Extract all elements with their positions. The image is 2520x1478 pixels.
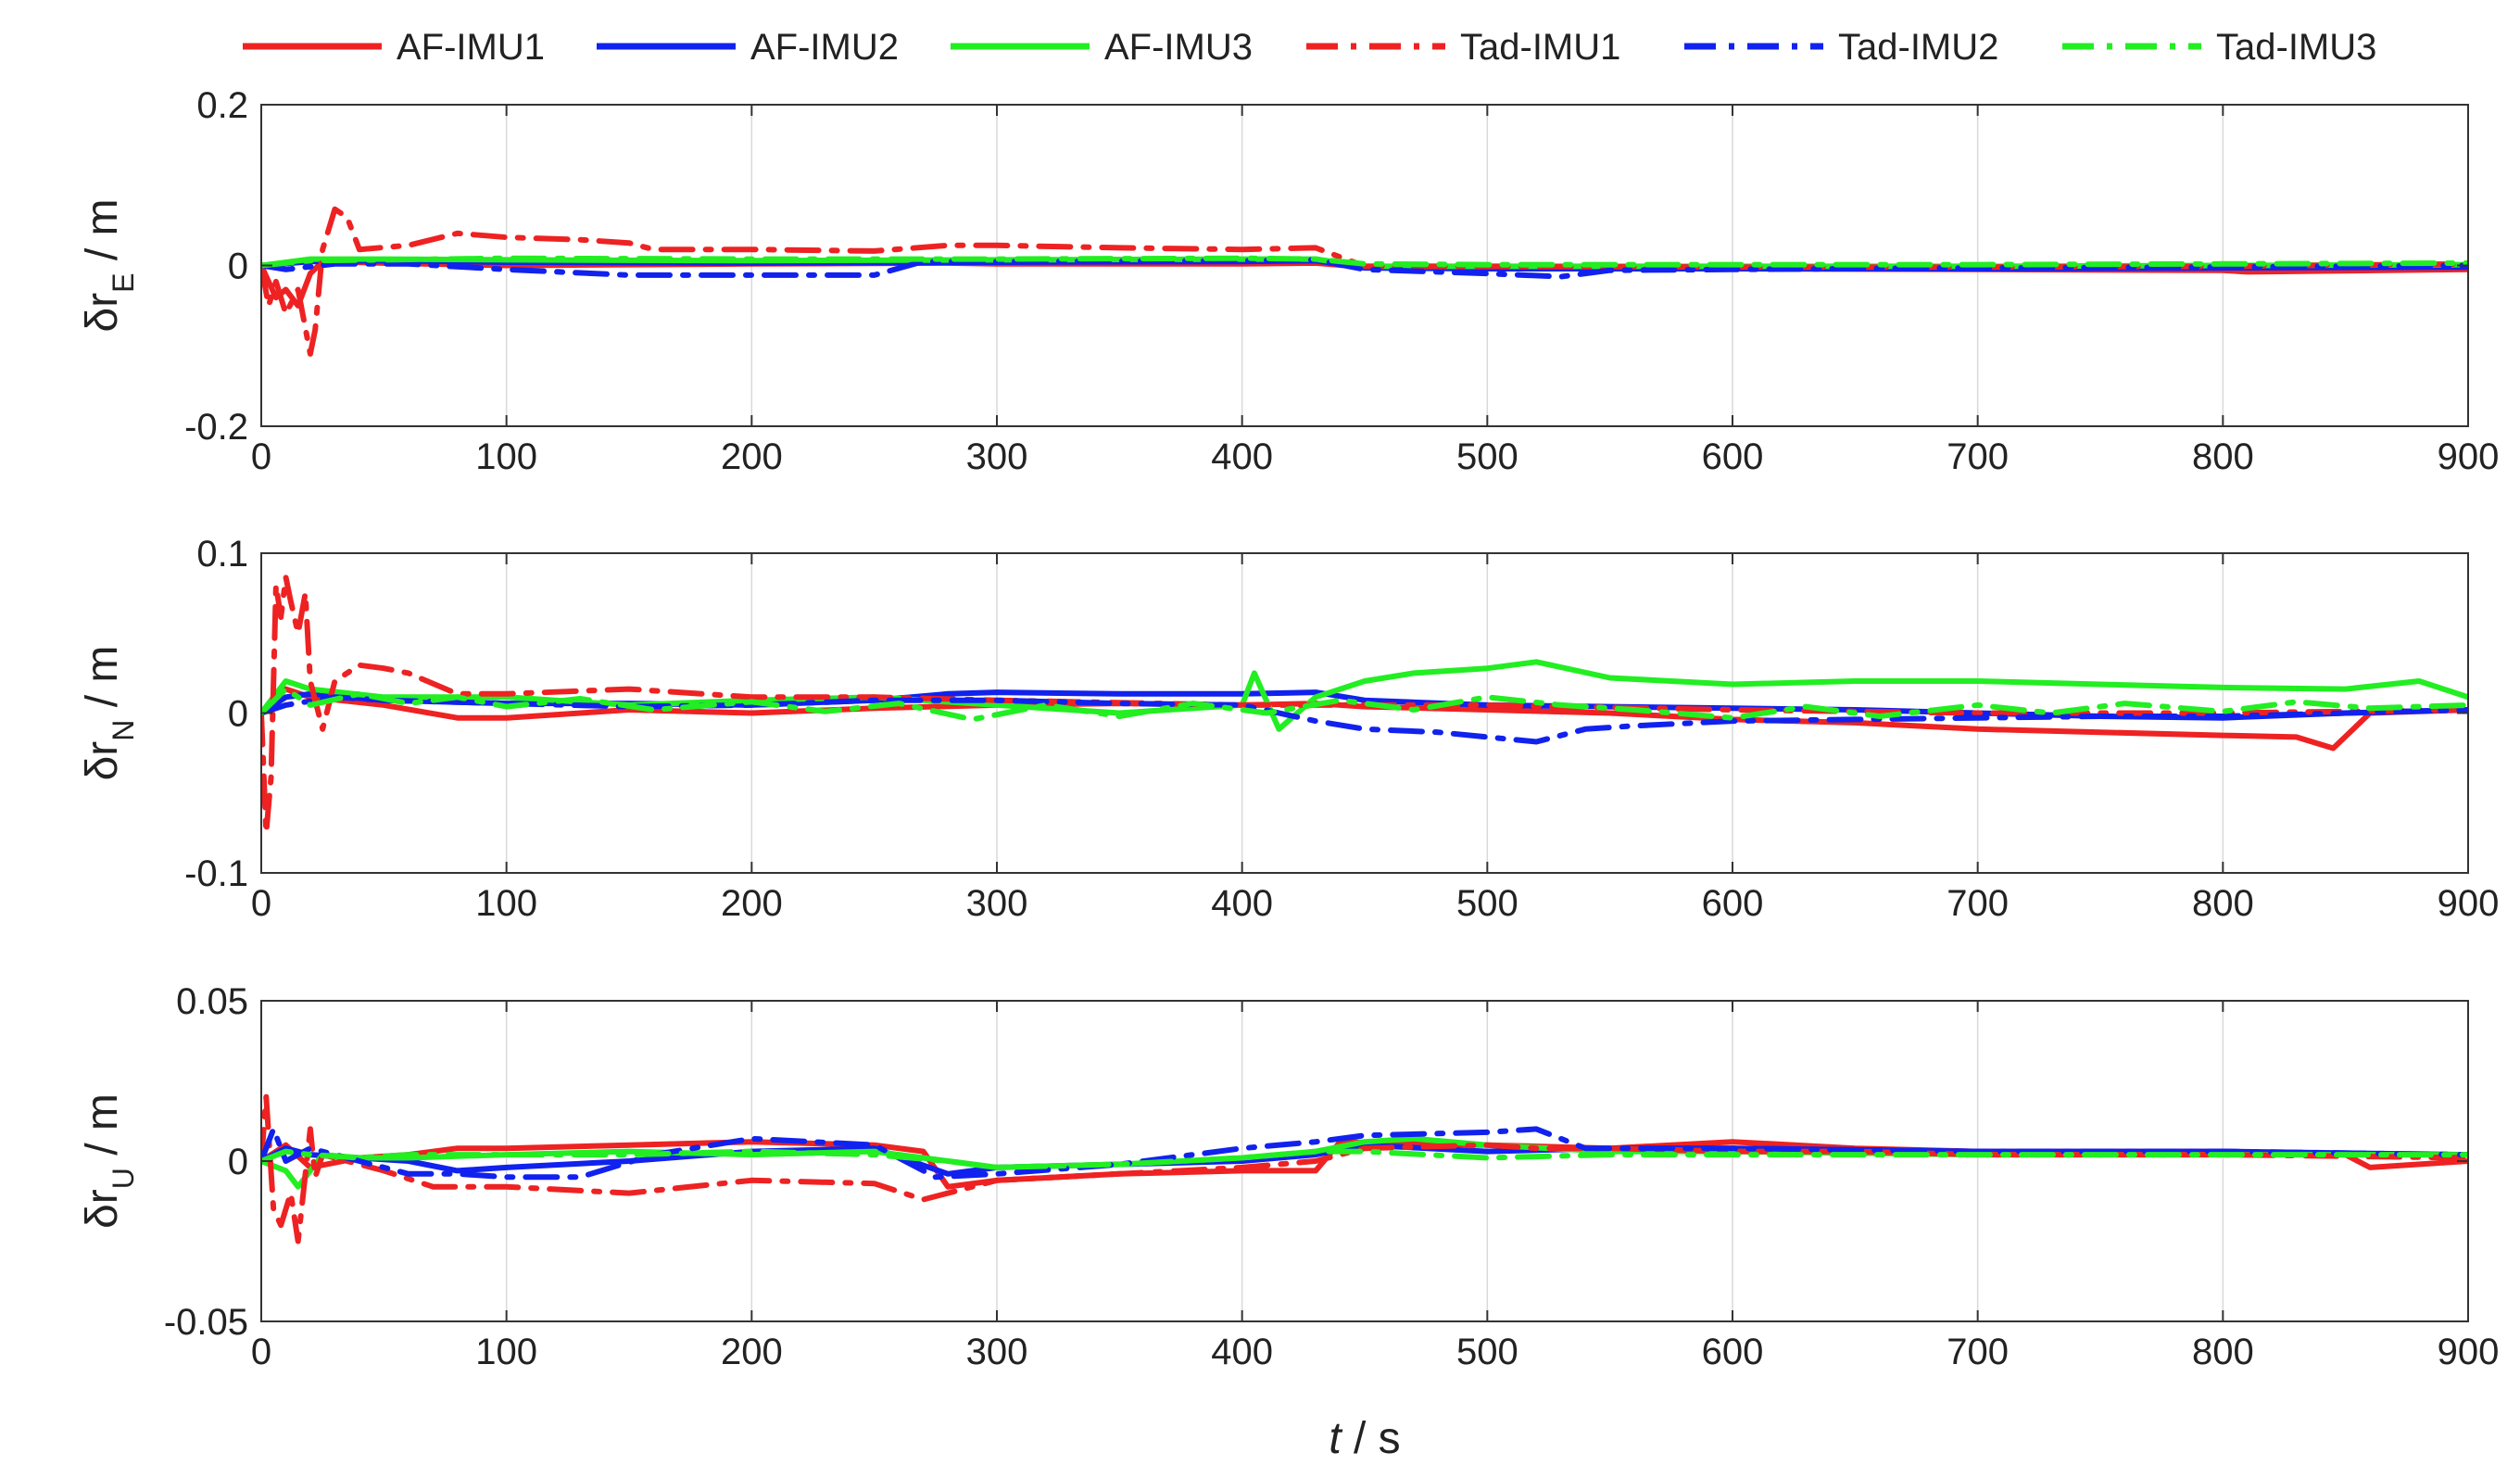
x-tick-label: 300 [966,883,1028,924]
legend-item-tad-imu1: Tad-IMU1 [1306,27,1620,68]
x-tick-label: 0 [251,883,271,924]
chart-panels: 0 100 200 300 400 500 600 700 800 9000.20-0.2δrE … [78,85,2499,1463]
legend-item-af-imu2: AF-IMU2 [597,27,899,68]
y-tick-label: 0.2 [196,85,248,126]
series-af-imu1 [261,686,2468,752]
x-tick-label: 400 [1211,1332,1273,1372]
legend-item-tad-imu2: Tad-IMU2 [1684,27,1998,68]
x-tick-label: 500 [1456,1332,1518,1372]
series-group [261,574,2468,836]
x-tick-label: 100 [475,1332,537,1372]
x-tick-label: 0 [251,1332,271,1372]
x-tick-label: 600 [1702,883,1764,924]
panel-U: 0 100 200 300 400 500 600 700 800 9000.050-0.05δr… [78,981,2499,1463]
series-tad-imu3 [261,686,2468,723]
x-tick-label: 400 [1211,883,1273,924]
legend: AF-IMU1 AF-IMU2 AF-IMU3 Tad-IMU1 Tad-IMU2 Tad… [243,27,2376,68]
x-tick-label: 200 [721,1332,783,1372]
x-tick-label: 0 [251,436,271,477]
legend-label: AF-IMU2 [750,27,899,68]
x-tick-label: 700 [1947,436,2009,477]
legend-item-af-imu3: AF-IMU3 [951,27,1253,68]
x-tick-label: 600 [1702,436,1764,477]
y-tick-label: 0 [228,246,248,287]
series-af-imu3 [261,659,2468,732]
x-tick-label: 100 [475,436,537,477]
series-group [261,206,2468,357]
x-tick-label: 300 [966,436,1028,477]
x-tick-label: 200 [721,436,783,477]
x-tick-label: 400 [1211,436,1273,477]
series-tad-imu1 [261,206,2468,357]
panel-N: 0 100 200 300 400 500 600 700 800 9000.10-0.1δrN … [78,534,2499,924]
legend-label: Tad-IMU1 [1460,27,1620,68]
x-tick-label: 900 [2438,436,2500,477]
series-group [261,1093,2468,1244]
legend-label: AF-IMU1 [397,27,545,68]
series-tad-imu2 [261,694,2468,745]
legend-label: AF-IMU3 [1104,27,1253,68]
x-tick-label: 800 [2192,1332,2254,1372]
series-tad-imu3 [261,1148,2468,1170]
x-tick-label: 200 [721,883,783,924]
x-tick-label: 300 [966,1332,1028,1372]
y-tick-label: 0 [228,694,248,735]
x-tick-label: 600 [1702,1332,1764,1372]
series-tad-imu1 [261,574,2468,836]
x-axis-label: t / s [1329,1414,1400,1463]
panel-E: 0 100 200 300 400 500 600 700 800 9000.20-0.2δrE … [78,85,2499,477]
legend-item-tad-imu3: Tad-IMU3 [2062,27,2376,68]
y-axis-label: δrN / m [78,646,140,781]
x-tick-label: 800 [2192,436,2254,477]
y-tick-label: 0 [228,1142,248,1182]
y-tick-label: 0.1 [196,534,248,575]
x-tick-label: 900 [2438,883,2500,924]
y-tick-label: -0.1 [184,853,248,894]
y-axis-label: δrE / m [78,198,140,332]
legend-item-af-imu1: AF-IMU1 [243,27,545,68]
series-tad-imu1 [261,1093,2468,1244]
x-tick-label: 900 [2438,1332,2500,1372]
y-axis-label: δrU / m [78,1093,140,1229]
x-tick-label: 100 [475,883,537,924]
y-tick-label: 0.05 [176,981,248,1022]
legend-label: Tad-IMU2 [1838,27,1998,68]
x-tick-label: 500 [1456,436,1518,477]
x-tick-label: 700 [1947,883,2009,924]
legend-label: Tad-IMU3 [2216,27,2376,68]
y-tick-label: -0.05 [164,1302,248,1343]
y-tick-label: -0.2 [184,407,248,448]
x-tick-label: 500 [1456,883,1518,924]
series-tad-imu2 [261,1126,2468,1181]
series-tad-imu2 [261,257,2468,280]
series-tad-imu3 [261,255,2468,269]
x-tick-label: 700 [1947,1332,2009,1372]
x-tick-label: 800 [2192,883,2254,924]
